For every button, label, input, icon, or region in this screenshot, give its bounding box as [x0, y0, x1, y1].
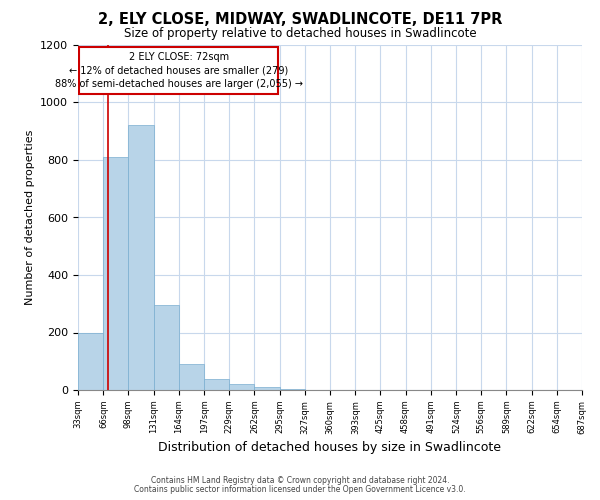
Text: 88% of semi-detached houses are larger (2,055) →: 88% of semi-detached houses are larger (… [55, 79, 302, 89]
Text: 2 ELY CLOSE: 72sqm: 2 ELY CLOSE: 72sqm [128, 52, 229, 62]
X-axis label: Distribution of detached houses by size in Swadlincote: Distribution of detached houses by size … [158, 440, 502, 454]
Bar [280, 388, 305, 390]
Bar [179, 364, 205, 390]
Bar [205, 378, 229, 390]
Text: 2, ELY CLOSE, MIDWAY, SWADLINCOTE, DE11 7PR: 2, ELY CLOSE, MIDWAY, SWADLINCOTE, DE11 … [98, 12, 502, 28]
Bar [229, 384, 254, 390]
Text: ← 12% of detached houses are smaller (279): ← 12% of detached houses are smaller (27… [69, 66, 288, 76]
Text: Contains public sector information licensed under the Open Government Licence v3: Contains public sector information licen… [134, 484, 466, 494]
Y-axis label: Number of detached properties: Number of detached properties [25, 130, 35, 305]
FancyBboxPatch shape [79, 47, 278, 94]
Bar [103, 157, 128, 390]
Text: Size of property relative to detached houses in Swadlincote: Size of property relative to detached ho… [124, 28, 476, 40]
Bar [154, 305, 179, 390]
Bar [78, 332, 103, 390]
Bar [254, 387, 280, 390]
Text: Contains HM Land Registry data © Crown copyright and database right 2024.: Contains HM Land Registry data © Crown c… [151, 476, 449, 485]
Bar [128, 126, 154, 390]
